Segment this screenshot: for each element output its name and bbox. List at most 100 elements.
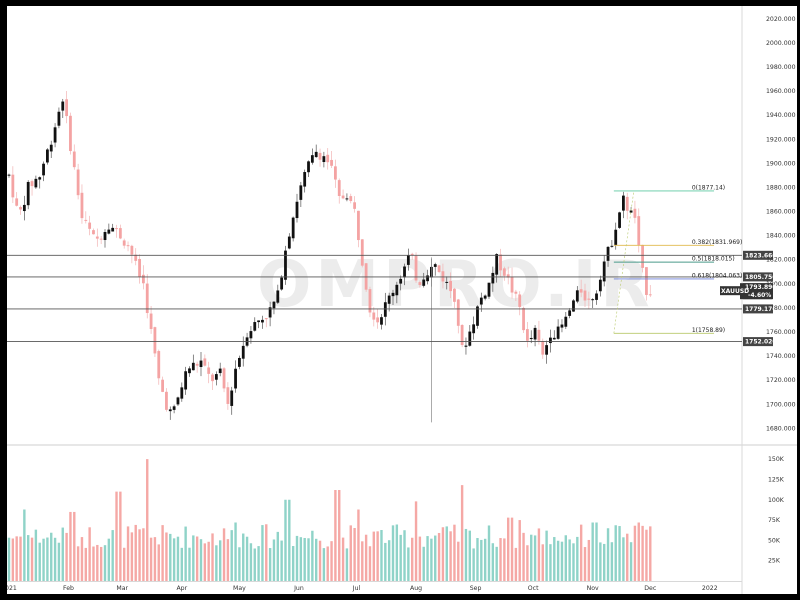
volume-bar: [418, 536, 422, 581]
candle-body: [383, 302, 387, 317]
horizontal-level-label: 1779.170: [745, 306, 777, 313]
y-tick-label: 1780.000: [766, 305, 796, 312]
volume-bar: [322, 548, 326, 581]
candle-body: [57, 111, 61, 126]
volume-bar: [499, 538, 502, 581]
volume-bar: [579, 524, 583, 581]
volume-bar: [483, 538, 487, 581]
candle-body: [142, 274, 145, 284]
candle-body: [76, 169, 80, 196]
volume-bar: [242, 533, 245, 581]
volume-bar: [622, 537, 625, 581]
fib-level-label: 1(1758.89): [692, 327, 725, 334]
candle-body: [257, 320, 260, 323]
volume-bar: [326, 546, 329, 581]
candle-body: [318, 152, 322, 160]
candle-body: [549, 337, 552, 344]
candle-body: [199, 360, 203, 368]
candle-body: [15, 198, 19, 206]
volume-bar: [249, 543, 253, 581]
volume-bar: [76, 546, 80, 581]
volume-bar: [157, 544, 160, 581]
candle-body: [422, 279, 426, 286]
volume-bar: [138, 529, 141, 581]
volume-bar: [165, 532, 168, 581]
candle-body: [46, 149, 49, 163]
candle-body: [410, 253, 414, 256]
volume-bar: [626, 533, 629, 581]
candle-body: [391, 292, 395, 297]
volume-bar: [253, 548, 256, 581]
candle-body: [341, 195, 345, 199]
horizontal-level-label: 1823.660: [745, 252, 777, 259]
candle-body: [253, 322, 257, 331]
volume-bar: [518, 520, 521, 581]
volume-bar: [357, 509, 360, 581]
volume-bar: [146, 459, 149, 581]
candle-body: [614, 229, 618, 245]
volume-tick-label: 150K: [768, 456, 785, 463]
volume-tick-label: 75K: [768, 517, 781, 524]
volume-bar: [272, 539, 276, 581]
candle-body: [284, 250, 287, 280]
candle-body: [92, 230, 95, 235]
candle-body: [641, 244, 644, 268]
candle-body: [42, 163, 45, 176]
candle-body: [30, 181, 34, 187]
volume-bar: [457, 541, 460, 581]
candle-body: [456, 299, 460, 326]
volume-bar: [69, 511, 72, 581]
volume-bar: [564, 535, 567, 581]
candle-body: [287, 236, 291, 249]
candle-body: [138, 258, 141, 277]
volume-bar: [288, 499, 291, 581]
volume-bar: [437, 532, 441, 581]
volume-bar: [453, 524, 456, 581]
chart-panel[interactable]: OMPRO.IR 1823.660 1805.750 1779.170 1752.02…: [7, 6, 797, 594]
candle-body: [502, 268, 506, 276]
volume-bar: [476, 538, 479, 581]
candle-body: [345, 198, 349, 200]
candle-body: [468, 331, 472, 346]
volume-bar: [441, 527, 445, 581]
candle-body: [72, 151, 76, 168]
candle-body: [491, 272, 495, 284]
volume-bar: [595, 522, 598, 581]
volume-bar: [318, 540, 322, 581]
candle-body: [230, 390, 234, 406]
candle-body: [276, 290, 280, 303]
volume-bar: [395, 524, 399, 581]
volume-bar: [188, 547, 191, 581]
volume-bar: [176, 536, 180, 581]
volume-bar: [126, 526, 130, 581]
volume-bar: [556, 540, 560, 581]
x-tick-label: Aug: [410, 585, 422, 592]
candle-body: [556, 326, 560, 339]
y-tick-label: 1840.000: [766, 233, 796, 240]
y-tick-label: 2000.000: [766, 40, 796, 47]
x-tick-label: May: [233, 585, 246, 592]
candle-body: [368, 289, 372, 313]
candle-body: [522, 307, 525, 331]
volume-bar: [184, 526, 187, 581]
x-tick-label: 2021: [7, 585, 17, 592]
fib-level-label: 0(1877.14): [692, 184, 725, 191]
chart-canvas[interactable]: OMPRO.IR 1823.660 1805.750 1779.170 1752.02…: [7, 6, 797, 594]
volume-bar: [149, 537, 153, 581]
candle-body: [357, 210, 360, 241]
candle-body: [314, 151, 318, 158]
y-tick-label: 1920.000: [766, 136, 796, 143]
x-tick-label: 2022: [702, 585, 718, 592]
candle-body: [118, 228, 122, 239]
volume-bar: [407, 547, 410, 581]
volume-tick-label: 25K: [768, 558, 781, 565]
volume-bar: [30, 537, 34, 581]
volume-bar: [311, 530, 314, 581]
candle-body: [380, 317, 383, 325]
volume-bar: [295, 535, 299, 581]
price-axis: 1680.000 1700.000 1720.000 1740.000 1760.000…: [766, 16, 796, 433]
x-tick-label: Mar: [116, 585, 128, 592]
volume-bar: [123, 547, 126, 581]
candle-body: [272, 301, 276, 309]
